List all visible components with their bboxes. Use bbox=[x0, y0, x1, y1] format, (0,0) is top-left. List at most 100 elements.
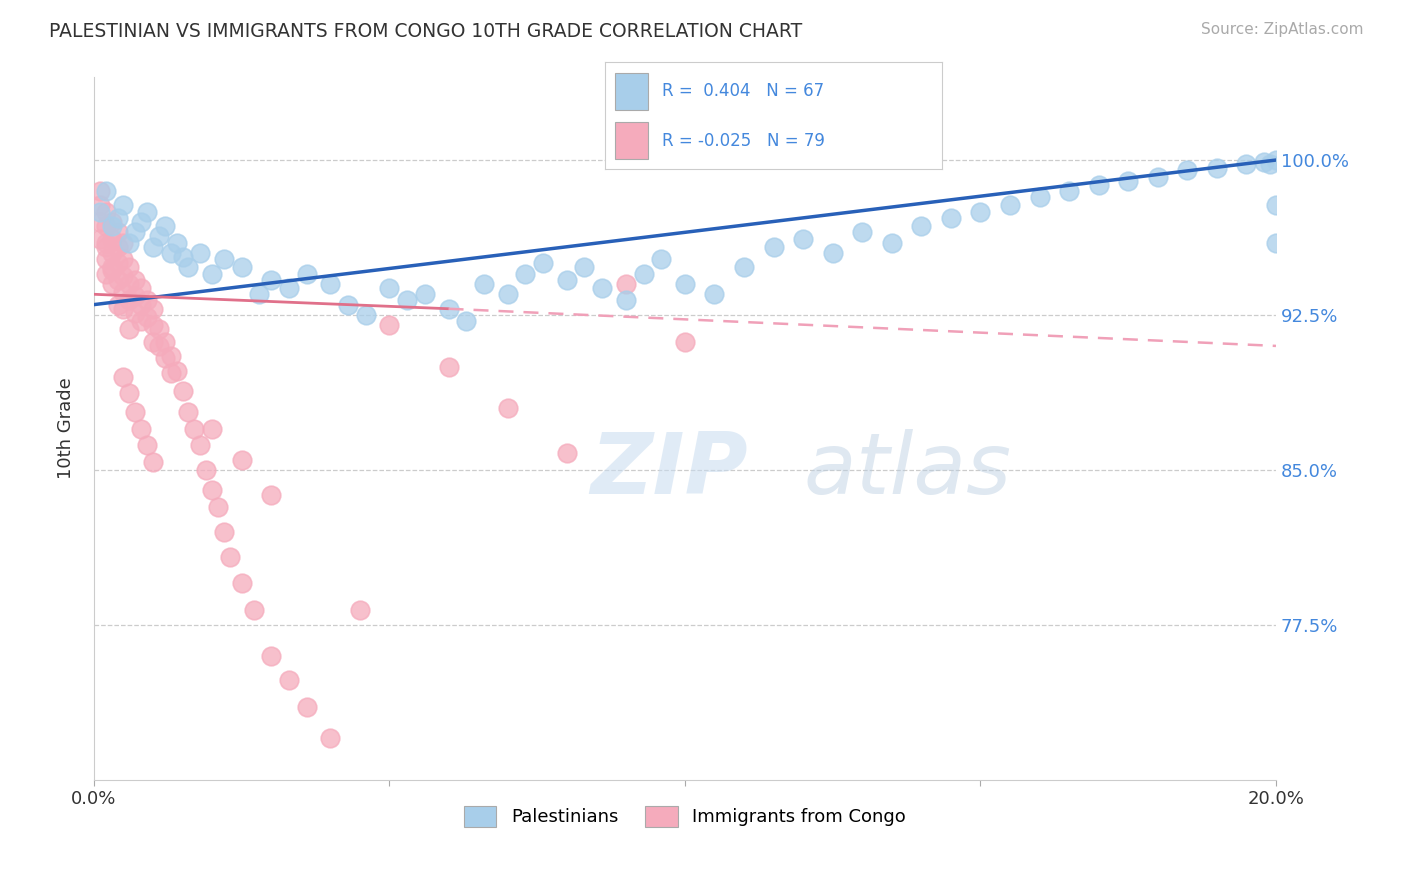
Point bbox=[129, 297, 152, 311]
Point bbox=[159, 349, 181, 363]
Point bbox=[142, 334, 165, 349]
Text: Source: ZipAtlas.com: Source: ZipAtlas.com bbox=[1201, 22, 1364, 37]
Point bbox=[673, 277, 696, 291]
Point bbox=[148, 322, 170, 336]
Point bbox=[124, 405, 146, 419]
Text: atlas: atlas bbox=[803, 429, 1011, 512]
Point bbox=[100, 246, 122, 260]
Point bbox=[218, 549, 240, 564]
Point bbox=[295, 267, 318, 281]
Text: R = -0.025   N = 79: R = -0.025 N = 79 bbox=[662, 132, 825, 150]
Point bbox=[792, 231, 814, 245]
Point bbox=[107, 240, 129, 254]
Point bbox=[100, 231, 122, 245]
Point bbox=[650, 252, 672, 267]
Point bbox=[1205, 161, 1227, 176]
Point bbox=[124, 225, 146, 239]
Point bbox=[89, 184, 111, 198]
Point bbox=[201, 421, 224, 435]
Point bbox=[633, 267, 655, 281]
Point bbox=[515, 267, 537, 281]
Point bbox=[437, 359, 460, 374]
Point bbox=[107, 211, 129, 225]
Point bbox=[1253, 155, 1275, 169]
Point bbox=[762, 240, 785, 254]
Point bbox=[456, 314, 478, 328]
Point bbox=[107, 256, 129, 270]
Point bbox=[100, 215, 122, 229]
Point bbox=[939, 211, 962, 225]
Point bbox=[136, 310, 159, 324]
Point bbox=[153, 334, 176, 349]
Point bbox=[89, 215, 111, 229]
Point bbox=[1265, 153, 1288, 167]
Point bbox=[1028, 190, 1050, 204]
Point bbox=[591, 281, 613, 295]
Legend: Palestinians, Immigrants from Congo: Palestinians, Immigrants from Congo bbox=[457, 798, 914, 834]
Point bbox=[100, 262, 122, 277]
Point bbox=[231, 452, 253, 467]
Point bbox=[112, 301, 135, 316]
Point bbox=[396, 293, 419, 308]
Point bbox=[733, 260, 755, 275]
Point bbox=[1087, 178, 1109, 192]
Point bbox=[278, 281, 301, 295]
Point bbox=[249, 287, 271, 301]
Point bbox=[112, 198, 135, 212]
Point bbox=[159, 246, 181, 260]
Point bbox=[378, 281, 401, 295]
Point bbox=[172, 384, 194, 399]
Point bbox=[1057, 184, 1080, 198]
Point bbox=[142, 301, 165, 316]
Point bbox=[124, 289, 146, 303]
Point bbox=[112, 235, 135, 250]
Point bbox=[118, 260, 141, 275]
Point bbox=[94, 267, 117, 281]
Text: R =  0.404   N = 67: R = 0.404 N = 67 bbox=[662, 82, 824, 100]
Point bbox=[201, 483, 224, 498]
Point bbox=[136, 204, 159, 219]
Point bbox=[188, 246, 211, 260]
Point bbox=[212, 252, 235, 267]
Point bbox=[278, 673, 301, 688]
Point bbox=[188, 438, 211, 452]
Point bbox=[319, 731, 342, 746]
Point bbox=[153, 351, 176, 366]
Point bbox=[89, 204, 111, 219]
Point bbox=[555, 446, 578, 460]
Point bbox=[177, 260, 200, 275]
Point bbox=[673, 334, 696, 349]
Point bbox=[337, 297, 360, 311]
Point bbox=[413, 287, 436, 301]
Point bbox=[195, 463, 218, 477]
Point bbox=[1116, 174, 1139, 188]
Point bbox=[295, 700, 318, 714]
Bar bbox=[614, 73, 648, 110]
Point bbox=[159, 366, 181, 380]
Point bbox=[851, 225, 873, 239]
Y-axis label: 10th Grade: 10th Grade bbox=[58, 377, 75, 479]
Point bbox=[142, 240, 165, 254]
Point bbox=[437, 301, 460, 316]
Point bbox=[207, 500, 229, 514]
Point bbox=[1265, 235, 1288, 250]
Point bbox=[112, 285, 135, 300]
Point bbox=[107, 297, 129, 311]
Point bbox=[166, 364, 188, 378]
Point bbox=[231, 260, 253, 275]
Point bbox=[242, 603, 264, 617]
Point bbox=[260, 648, 283, 663]
Point bbox=[100, 277, 122, 291]
Point bbox=[614, 277, 637, 291]
Point bbox=[112, 370, 135, 384]
Point bbox=[260, 273, 283, 287]
Point bbox=[118, 293, 141, 308]
Point bbox=[166, 235, 188, 250]
Point bbox=[118, 277, 141, 291]
Point bbox=[153, 219, 176, 234]
Point bbox=[496, 287, 519, 301]
Point bbox=[574, 260, 596, 275]
Point bbox=[1146, 169, 1168, 184]
Point bbox=[349, 603, 371, 617]
Point bbox=[319, 277, 342, 291]
